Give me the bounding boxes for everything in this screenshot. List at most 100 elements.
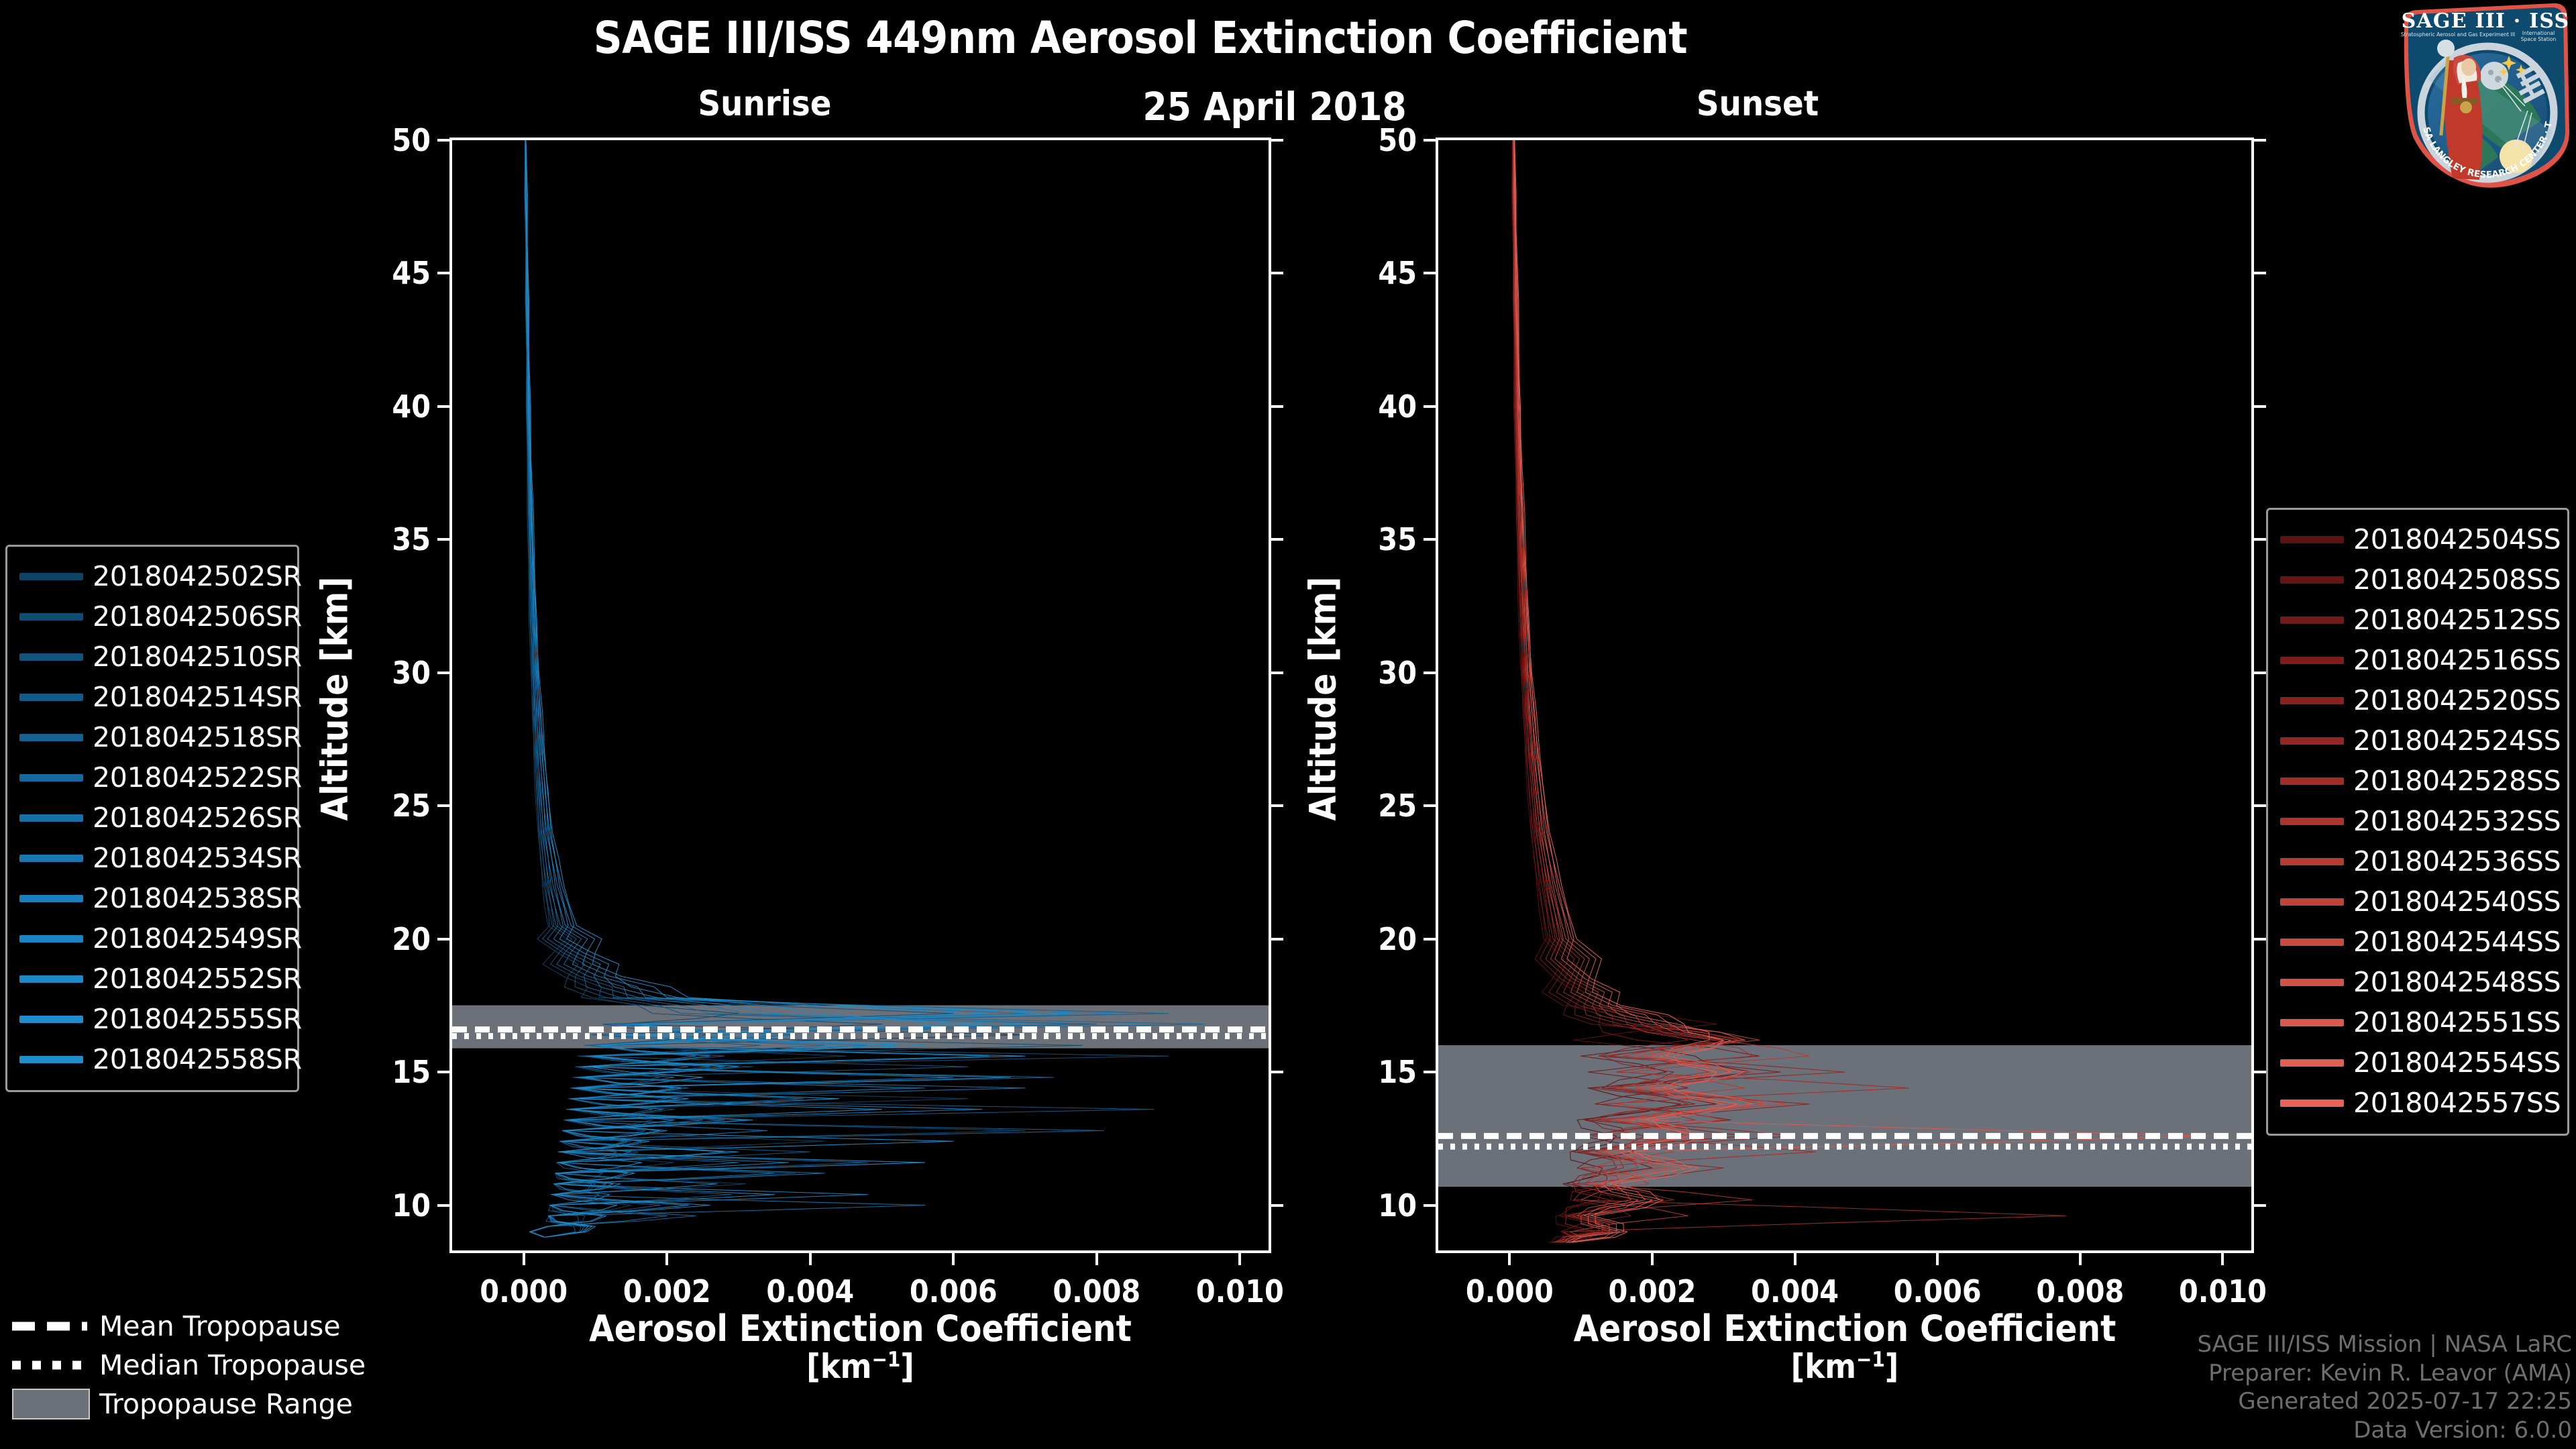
tropopause-legend-item-1: Median Tropopause bbox=[12, 1346, 368, 1385]
x-tick-label: 0.006 bbox=[909, 1273, 998, 1309]
credit-line-2: Generated 2025-07-17 22:25 bbox=[2238, 1388, 2572, 1415]
profile-line bbox=[525, 140, 1083, 1237]
legend-item-label: 2018042558SR bbox=[93, 1043, 302, 1075]
legend-color-swatch bbox=[2280, 1099, 2344, 1107]
x-tick-label: 0.008 bbox=[2036, 1273, 2125, 1309]
x-tick-label: 0.008 bbox=[1053, 1273, 1141, 1309]
tropopause-legend-item-0: Mean Tropopause bbox=[12, 1307, 368, 1346]
y-tick-right bbox=[1269, 405, 1283, 408]
legend-color-swatch bbox=[2280, 978, 2344, 986]
legend-item-sunrise-11[interactable]: 2018042555SR bbox=[19, 999, 302, 1039]
legend-item-sunset-0[interactable]: 2018042504SS bbox=[2280, 519, 2561, 559]
legend-color-swatch bbox=[19, 773, 83, 782]
tropopause-legend-label: Median Tropopause bbox=[99, 1349, 366, 1381]
legend-item-sunrise-9[interactable]: 2018042549SR bbox=[19, 918, 302, 959]
legend-item-sunrise-12[interactable]: 2018042558SR bbox=[19, 1039, 302, 1079]
sunrise-x-axis-title: Aerosol Extinction Coefficient [km−1] bbox=[449, 1309, 1271, 1385]
legend-item-sunset-8[interactable]: 2018042536SS bbox=[2280, 841, 2561, 881]
legend-item-label: 2018042544SS bbox=[2353, 926, 2561, 958]
legend-item-sunset-5[interactable]: 2018042524SS bbox=[2280, 720, 2561, 761]
profile-line bbox=[526, 140, 968, 1237]
y-tick-right bbox=[2251, 538, 2266, 541]
y-tick-right bbox=[2251, 804, 2266, 808]
legend-color-swatch bbox=[19, 1015, 83, 1023]
y-tick bbox=[437, 538, 452, 541]
profile-line bbox=[1513, 140, 1766, 1242]
legend-item-sunset-4[interactable]: 2018042520SS bbox=[2280, 680, 2561, 720]
legend-item-sunset-13[interactable]: 2018042554SS bbox=[2280, 1042, 2561, 1083]
x-tick bbox=[808, 1250, 812, 1265]
legend-item-label: 2018042514SR bbox=[93, 681, 302, 713]
profile-line bbox=[525, 140, 1025, 1237]
legend-color-swatch bbox=[2280, 817, 2344, 825]
profile-line bbox=[1515, 140, 1752, 1242]
legend-item-label: 2018042502SR bbox=[93, 560, 302, 592]
profile-line bbox=[1513, 140, 1781, 1242]
legend-item-sunrise-10[interactable]: 2018042552SR bbox=[19, 959, 302, 999]
legend-item-sunset-7[interactable]: 2018042532SS bbox=[2280, 801, 2561, 841]
legend-item-sunset-2[interactable]: 2018042512SS bbox=[2280, 600, 2561, 640]
legend-color-swatch bbox=[2280, 696, 2344, 704]
profile-line bbox=[525, 140, 1204, 1237]
legend-item-label: 2018042516SS bbox=[2353, 644, 2561, 676]
legend-item-sunrise-7[interactable]: 2018042534SR bbox=[19, 838, 302, 878]
sunrise-legend[interactable]: 2018042502SR 2018042506SR 2018042510SR 2018… bbox=[5, 545, 302, 1092]
x-axis-units: [km−1] bbox=[806, 1347, 914, 1387]
legend-color-swatch bbox=[2280, 535, 2344, 543]
legend-item-sunrise-0[interactable]: 2018042502SR bbox=[19, 556, 302, 596]
legend-item-label: 2018042548SS bbox=[2353, 966, 2561, 998]
legend-item-sunset-12[interactable]: 2018042551SS bbox=[2280, 1002, 2561, 1042]
page-title: SAGE III/ISS 449nm Aerosol Extinction Co… bbox=[593, 12, 1688, 64]
legend-item-sunrise-3[interactable]: 2018042514SR bbox=[19, 677, 302, 717]
legend-item-sunrise-1[interactable]: 2018042506SR bbox=[19, 596, 302, 637]
legend-item-label: 2018042552SR bbox=[93, 963, 302, 995]
y-tick bbox=[1424, 671, 1438, 674]
logo-subtitle-right-1: International bbox=[2522, 30, 2555, 36]
sunset-plot-area bbox=[1438, 140, 2251, 1250]
sunset-y-axis-title: Altitude [km] bbox=[1301, 576, 1344, 821]
legend-item-label: 2018042538SR bbox=[93, 882, 302, 914]
x-tick bbox=[952, 1250, 955, 1265]
y-tick-label: 25 bbox=[1378, 788, 1417, 824]
dashed-line-icon bbox=[12, 1322, 87, 1331]
logo-title: SAGE III · ISS bbox=[2402, 9, 2570, 33]
legend-item-sunset-1[interactable]: 2018042508SS bbox=[2280, 559, 2561, 600]
sunrise-plot-area bbox=[452, 140, 1269, 1250]
y-tick bbox=[437, 139, 452, 142]
sunset-plot-panel: 10 15 20 25 30 35 40 45 50 0.000 0.002 0.004 0.006 0.… bbox=[1378, 122, 2267, 1309]
y-tick-right bbox=[2251, 272, 2266, 275]
legend-item-sunrise-8[interactable]: 2018042538SR bbox=[19, 878, 302, 918]
legend-item-sunrise-2[interactable]: 2018042510SR bbox=[19, 637, 302, 677]
x-tick bbox=[522, 1250, 525, 1265]
legend-item-sunset-9[interactable]: 2018042540SS bbox=[2280, 881, 2561, 922]
legend-item-sunset-10[interactable]: 2018042544SS bbox=[2280, 922, 2561, 962]
legend-item-sunset-3[interactable]: 2018042516SS bbox=[2280, 640, 2561, 680]
legend-item-sunrise-5[interactable]: 2018042522SR bbox=[19, 757, 302, 798]
tropopause-legend-key bbox=[12, 1356, 87, 1374]
range-patch-icon bbox=[12, 1389, 90, 1419]
sunset-legend[interactable]: 2018042504SS 2018042508SS 2018042512SS 2018… bbox=[2266, 508, 2569, 1136]
legend-item-sunrise-4[interactable]: 2018042518SR bbox=[19, 717, 302, 757]
legend-color-swatch bbox=[19, 693, 83, 701]
y-tick-label: 20 bbox=[1378, 920, 1417, 957]
y-tick-label: 10 bbox=[1378, 1187, 1417, 1224]
legend-item-sunset-14[interactable]: 2018042557SS bbox=[2280, 1083, 2561, 1123]
x-tick bbox=[2078, 1250, 2082, 1265]
y-tick bbox=[437, 804, 452, 808]
x-tick bbox=[1793, 1250, 1796, 1265]
legend-item-sunset-11[interactable]: 2018042548SS bbox=[2280, 962, 2561, 1002]
legend-item-sunrise-6[interactable]: 2018042526SR bbox=[19, 798, 302, 838]
legend-color-swatch bbox=[19, 814, 83, 822]
x-tick-label: 0.004 bbox=[1751, 1273, 1839, 1309]
legend-item-label: 2018042534SR bbox=[93, 842, 302, 874]
legend-color-swatch bbox=[19, 934, 83, 943]
x-tick bbox=[1238, 1250, 1242, 1265]
legend-color-swatch bbox=[19, 572, 83, 580]
y-tick bbox=[1424, 804, 1438, 808]
legend-item-sunset-6[interactable]: 2018042528SS bbox=[2280, 761, 2561, 801]
y-tick bbox=[437, 405, 452, 408]
y-tick-label: 30 bbox=[1378, 654, 1417, 691]
y-tick bbox=[1424, 538, 1438, 541]
profile-line bbox=[1512, 140, 1752, 1242]
logo-subtitle-left: Stratospheric Aerosol and Gas Experiment… bbox=[2401, 32, 2515, 38]
